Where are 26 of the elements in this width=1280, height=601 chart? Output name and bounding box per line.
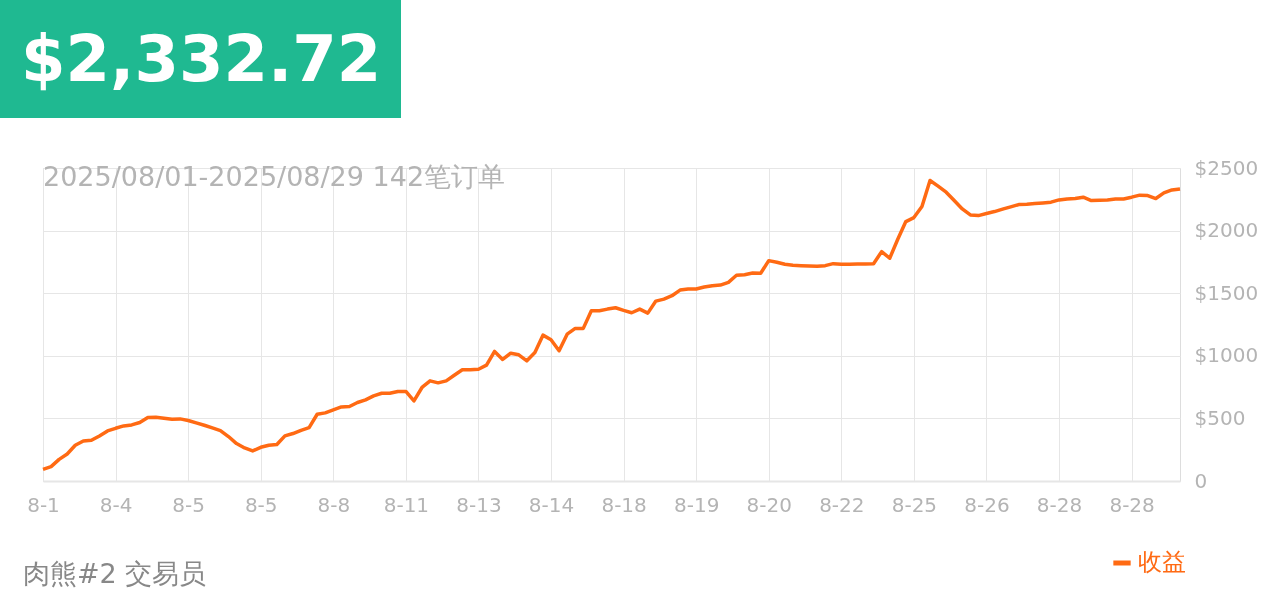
x-tick-label: 8-5 [244,492,278,517]
x-tick-label: 8-1 [27,492,60,517]
chart-subtitle: 2025/08/01-2025/08/29 142笔订单 [43,161,506,192]
x-tick-label: 8-25 [891,492,938,517]
y-tick-label: 0 [1194,468,1208,493]
x-tick-label: 8-4 [99,492,133,517]
x-tick-label: 8-8 [317,492,351,517]
legend-label: 收益 [1138,548,1186,576]
x-tick-label: 8-22 [819,492,865,517]
text: 肉熊#2 交易员 [23,558,207,589]
x-tick-label: 8-28 [1036,492,1083,517]
y-tick-label: $1000 [1194,343,1259,368]
x-tick-label: 8-11 [383,492,430,517]
x-tick-label: 8-5 [172,492,205,517]
y-tick-label: $2500 [1194,155,1259,180]
y-tick-label: $500 [1194,405,1246,430]
x-tick-label: 8-26 [964,492,1010,517]
x-tick-label: 8-28 [1109,492,1155,517]
x-tick-label: 8-13 [456,492,502,517]
x-tick-label: 8-18 [601,492,647,517]
chart-title: $2,332.72 [21,22,382,96]
y-tick-label: $2000 [1194,218,1259,243]
x-tick-label: 8-14 [528,492,575,517]
x-tick-label: 8-19 [673,492,720,517]
y-tick-label: $1500 [1194,280,1259,305]
x-tick-label: 8-20 [746,492,792,517]
